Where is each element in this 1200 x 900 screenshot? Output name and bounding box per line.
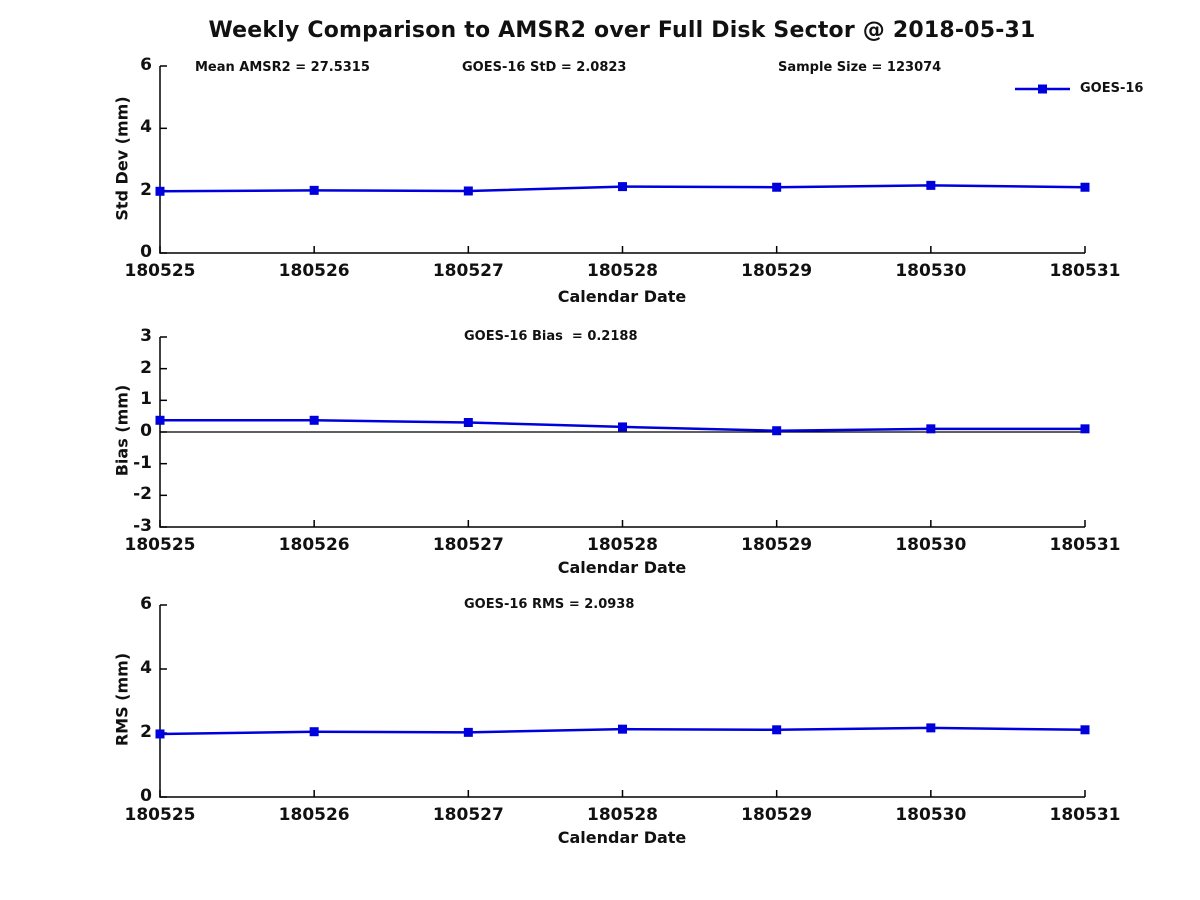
series-marker (926, 723, 936, 733)
series-marker (463, 418, 473, 427)
annotation-goes16-rms: GOES-16 RMS = 2.0938 (464, 597, 635, 612)
annotation-sample-size: Sample Size = 123074 (778, 60, 942, 75)
legend (1015, 84, 1070, 94)
series-marker (618, 422, 627, 432)
series-marker (309, 185, 319, 195)
x-tick-label: 180525 (124, 535, 196, 555)
x-tick-label: 180530 (895, 261, 967, 281)
annotation-mean-amsr2: Mean AMSR2 = 27.5315 (195, 60, 370, 75)
y-tick-label: 2 (140, 179, 152, 200)
series-marker (155, 415, 165, 425)
y-tick-label: 2 (140, 357, 152, 378)
x-tick-label: 180527 (432, 535, 504, 555)
x-tick-label: 180530 (895, 805, 967, 825)
y-tick-label: -2 (133, 484, 152, 505)
series-marker (772, 182, 782, 192)
series-marker (155, 729, 165, 739)
x-tick-label: 180525 (124, 261, 196, 281)
x-tick-label: 180528 (587, 805, 658, 825)
x-tick-label: 180531 (1049, 805, 1121, 825)
y-tick-label: -3 (133, 516, 152, 536)
series-marker (309, 727, 319, 737)
series-marker (463, 186, 473, 196)
legend-marker (1038, 84, 1047, 94)
series-marker (309, 415, 319, 425)
y-tick-label: 2 (140, 722, 152, 742)
y-tick-label: 6 (140, 55, 152, 75)
series-marker (926, 180, 936, 190)
x-tick-label: 180525 (124, 805, 196, 825)
y-tick-label: 0 (140, 786, 152, 806)
subplot-1 (155, 65, 1090, 254)
series-marker (772, 725, 782, 735)
x-tick-label: 180531 (1049, 261, 1121, 281)
y-tick-label: 4 (140, 658, 152, 678)
series-marker (1080, 424, 1090, 434)
y-tick-label: 4 (140, 117, 152, 138)
x-tick-label: 180531 (1049, 535, 1121, 555)
xlabel-calendar-date-1: Calendar Date (557, 287, 687, 306)
subplot-2 (155, 336, 1090, 528)
x-tick-label: 180528 (587, 535, 658, 555)
x-tick-label: 180529 (741, 535, 813, 555)
series-marker (618, 182, 627, 192)
series-marker (155, 186, 165, 196)
y-tick-label: 6 (140, 594, 152, 614)
axis-spines (159, 605, 1085, 798)
figure-title: Weekly Comparison to AMSR2 over Full Dis… (208, 18, 1036, 43)
x-tick-label: 180527 (432, 805, 504, 825)
legend-label: GOES-16 (1080, 81, 1144, 96)
x-tick-label: 180526 (278, 535, 350, 555)
annotation-goes16-std: GOES-16 StD = 2.0823 (462, 60, 627, 75)
y-tick-label: -1 (133, 452, 152, 473)
series-marker (1080, 725, 1090, 735)
y-tick-label: 3 (140, 326, 152, 346)
x-tick-label: 180526 (278, 261, 350, 281)
x-tick-label: 180529 (741, 261, 813, 281)
series-marker (618, 724, 627, 734)
xlabel-calendar-date-3: Calendar Date (557, 828, 687, 847)
subplot-3 (155, 604, 1090, 798)
x-tick-label: 180530 (895, 535, 967, 555)
x-tick-label: 180529 (741, 805, 813, 825)
x-tick-label: 180527 (432, 261, 504, 281)
series-marker (463, 727, 473, 737)
y-tick-label: 1 (140, 389, 152, 410)
y-tick-label: 0 (140, 242, 152, 262)
xlabel-calendar-date-2: Calendar Date (557, 558, 687, 577)
y-tick-label: 0 (140, 421, 152, 441)
series-marker (926, 424, 936, 434)
series-marker (772, 426, 782, 436)
annotation-goes16-bias: GOES-16 Bias = 0.2188 (464, 329, 638, 344)
axis-spines (159, 66, 1085, 254)
x-tick-label: 180526 (278, 805, 350, 825)
series-marker (1080, 182, 1090, 192)
x-tick-label: 180528 (587, 261, 658, 281)
